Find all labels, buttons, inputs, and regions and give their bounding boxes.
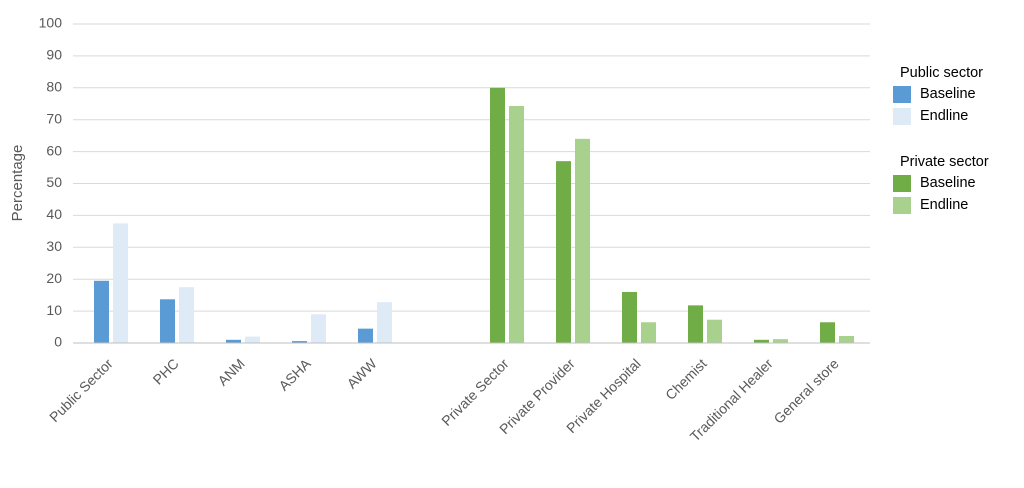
bar xyxy=(773,339,788,343)
bar xyxy=(556,161,571,343)
bar xyxy=(490,87,505,343)
y-tick-label: 0 xyxy=(54,334,62,350)
x-tick-label: AWW xyxy=(344,355,381,392)
bar xyxy=(292,341,307,343)
bar xyxy=(358,328,373,343)
x-tick-label: Chemist xyxy=(662,355,710,403)
bar xyxy=(377,302,392,343)
x-tick-label: ASHA xyxy=(275,355,314,394)
y-tick-label: 100 xyxy=(39,15,63,31)
legend-title: Private sector xyxy=(900,154,989,170)
x-tick-label: Public Sector xyxy=(46,355,116,425)
bar xyxy=(688,305,703,343)
bar xyxy=(820,322,835,343)
y-axis-label: Percentage xyxy=(9,145,26,222)
x-tick-label: General store xyxy=(770,355,841,426)
legend-title: Public sector xyxy=(900,65,983,81)
bar xyxy=(707,319,722,343)
bar xyxy=(113,223,128,343)
bar xyxy=(641,322,656,343)
legend-label: Endline xyxy=(920,197,968,213)
legend-swatch xyxy=(893,86,911,103)
y-tick-label: 10 xyxy=(46,302,62,318)
bar xyxy=(226,339,241,343)
bar xyxy=(509,105,524,343)
legend-swatch xyxy=(893,197,911,214)
legend: Public sector Baseline Endline Private sect… xyxy=(893,65,989,214)
x-tick-label: PHC xyxy=(150,355,182,387)
bar xyxy=(160,299,175,343)
legend-swatch xyxy=(893,175,911,192)
legend-label: Baseline xyxy=(920,86,976,102)
legend-swatch xyxy=(893,108,911,125)
x-tick-label: Private Sector xyxy=(438,355,512,429)
bar xyxy=(311,314,326,343)
y-tick-label: 50 xyxy=(46,174,62,190)
y-tick-label: 90 xyxy=(46,47,62,63)
legend-label: Baseline xyxy=(920,175,976,191)
bar xyxy=(754,339,769,343)
legend-label: Endline xyxy=(920,108,968,124)
y-tick-label: 80 xyxy=(46,79,62,95)
bar xyxy=(575,138,590,343)
bar xyxy=(622,291,637,343)
bar xyxy=(94,280,109,343)
y-tick-label: 70 xyxy=(46,110,62,126)
y-tick-label: 40 xyxy=(46,206,62,222)
bar xyxy=(839,335,854,343)
y-tick-label: 30 xyxy=(46,238,62,254)
bar xyxy=(179,287,194,343)
x-tick-label: ANM xyxy=(214,355,247,388)
y-tick-label: 20 xyxy=(46,270,62,286)
bar xyxy=(245,336,260,343)
y-tick-label: 60 xyxy=(46,142,62,158)
